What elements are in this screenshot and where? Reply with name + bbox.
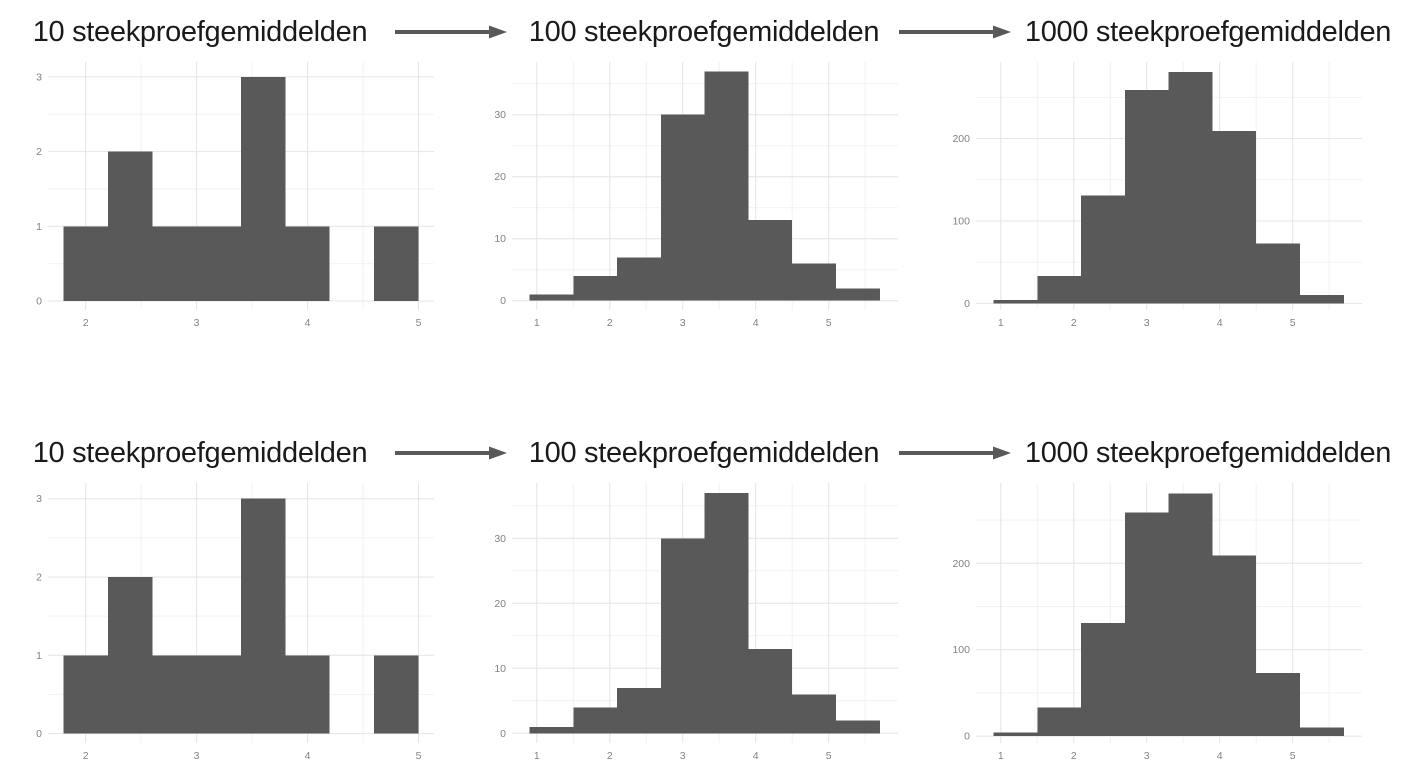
svg-text:0: 0: [36, 296, 42, 308]
svg-text:4: 4: [753, 750, 759, 762]
svg-text:2: 2: [1071, 317, 1077, 329]
svg-text:200: 200: [952, 558, 970, 570]
arrow-right-icon: [392, 24, 512, 40]
chart-title-1000-samples: 1000 steekproefgemiddelden: [1024, 15, 1392, 48]
svg-text:4: 4: [305, 317, 311, 329]
svg-text:0: 0: [500, 295, 506, 307]
svg-text:100: 100: [952, 216, 970, 228]
row-bottom-charts: 2 3 4 5 0 1 2 3 1 2 3 4 5 0 10 20 30 1 2 3 4 5 0 100 200: [8, 477, 1400, 768]
chart-title-10-samples: 10 steekproefgemiddelden: [32, 436, 368, 469]
svg-text:1: 1: [534, 317, 540, 329]
histogram-1000-sample-means: 1 2 3 4 5 0 100 200: [952, 483, 1362, 762]
histogram-10-sample-means: 2 3 4 5 0 1 2 3: [36, 483, 434, 762]
svg-text:2: 2: [1071, 750, 1077, 762]
svg-text:10: 10: [494, 233, 506, 245]
row-bottom: 10 steekproefgemiddelden 100 steekproefg…: [8, 429, 1400, 768]
svg-text:4: 4: [305, 750, 311, 762]
chart-title-100-samples: 100 steekproefgemiddelden: [528, 15, 880, 48]
svg-text:1: 1: [998, 750, 1004, 762]
svg-text:30: 30: [494, 109, 506, 121]
svg-text:5: 5: [1290, 750, 1296, 762]
chart-title-1000-samples: 1000 steekproefgemiddelden: [1024, 436, 1392, 469]
chart-cell: 2 3 4 5 0 1 2 3: [8, 56, 472, 341]
title-cell: 1000 steekproefgemiddelden: [1016, 437, 1400, 470]
svg-text:2: 2: [607, 750, 613, 762]
title-cell: 10 steekproefgemiddelden: [8, 437, 392, 470]
chart-cell: 2 3 4 5 0 1 2 3: [8, 477, 472, 768]
chart-cell: 1 2 3 4 5 0 100 200: [936, 477, 1400, 768]
title-cell: 100 steekproefgemiddelden: [512, 16, 896, 49]
svg-text:3: 3: [680, 317, 686, 329]
chart-title-100-samples: 100 steekproefgemiddelden: [528, 436, 880, 469]
svg-text:3: 3: [1144, 750, 1150, 762]
svg-text:1: 1: [36, 221, 42, 233]
chart-cell: 1 2 3 4 5 0 10 20 30: [472, 477, 936, 768]
histogram-100-sample-means: 1 2 3 4 5 0 10 20 30: [494, 483, 898, 762]
histogram-100-sample-means: 1 2 3 4 5 0 10 20 30: [494, 62, 898, 329]
svg-text:2: 2: [83, 750, 89, 762]
svg-text:1: 1: [534, 750, 540, 762]
svg-text:3: 3: [36, 71, 42, 83]
chart-cell: 1 2 3 4 5 0 10 20 30: [472, 56, 936, 341]
svg-text:1: 1: [998, 317, 1004, 329]
title-cell: 100 steekproefgemiddelden: [512, 437, 896, 470]
svg-text:0: 0: [964, 731, 970, 743]
arrow-right-icon: [896, 445, 1016, 461]
svg-text:3: 3: [1144, 317, 1150, 329]
svg-text:20: 20: [494, 598, 506, 610]
svg-text:5: 5: [416, 317, 422, 329]
svg-text:0: 0: [964, 298, 970, 310]
title-cell: 1000 steekproefgemiddelden: [1016, 16, 1400, 49]
svg-text:2: 2: [36, 146, 42, 158]
row-top: 10 steekproefgemiddelden 100 steekproefg…: [8, 8, 1400, 341]
svg-text:20: 20: [494, 171, 506, 183]
svg-text:100: 100: [952, 644, 970, 656]
row-top-header: 10 steekproefgemiddelden 100 steekproefg…: [8, 8, 1400, 56]
arrow-right-icon: [392, 445, 512, 461]
svg-text:3: 3: [680, 750, 686, 762]
svg-text:5: 5: [1290, 317, 1296, 329]
histogram-10-sample-means: 2 3 4 5 0 1 2 3: [36, 62, 434, 329]
histogram-1000-sample-means: 1 2 3 4 5 0 100 200: [952, 62, 1362, 329]
chart-cell: 1 2 3 4 5 0 100 200: [936, 56, 1400, 341]
svg-text:3: 3: [36, 493, 42, 505]
svg-text:1: 1: [36, 650, 42, 662]
chart-title-10-samples: 10 steekproefgemiddelden: [32, 15, 368, 48]
svg-text:200: 200: [952, 133, 970, 145]
svg-text:2: 2: [36, 572, 42, 584]
svg-text:5: 5: [416, 750, 422, 762]
svg-text:4: 4: [1217, 750, 1223, 762]
svg-text:5: 5: [826, 750, 832, 762]
svg-text:5: 5: [826, 317, 832, 329]
svg-text:3: 3: [194, 750, 200, 762]
svg-text:4: 4: [1217, 317, 1223, 329]
arrow-right-icon: [896, 24, 1016, 40]
svg-text:4: 4: [753, 317, 759, 329]
svg-text:2: 2: [607, 317, 613, 329]
svg-text:10: 10: [494, 663, 506, 675]
title-cell: 10 steekproefgemiddelden: [8, 16, 392, 49]
svg-text:0: 0: [500, 728, 506, 740]
svg-text:30: 30: [494, 533, 506, 545]
svg-text:2: 2: [83, 317, 89, 329]
row-bottom-header: 10 steekproefgemiddelden 100 steekproefg…: [8, 429, 1400, 477]
row-top-charts: 2 3 4 5 0 1 2 3 1 2 3 4 5 0 10 20 30 1 2 3 4 5 0 100 200: [8, 56, 1400, 341]
svg-text:0: 0: [36, 728, 42, 740]
svg-text:3: 3: [194, 317, 200, 329]
